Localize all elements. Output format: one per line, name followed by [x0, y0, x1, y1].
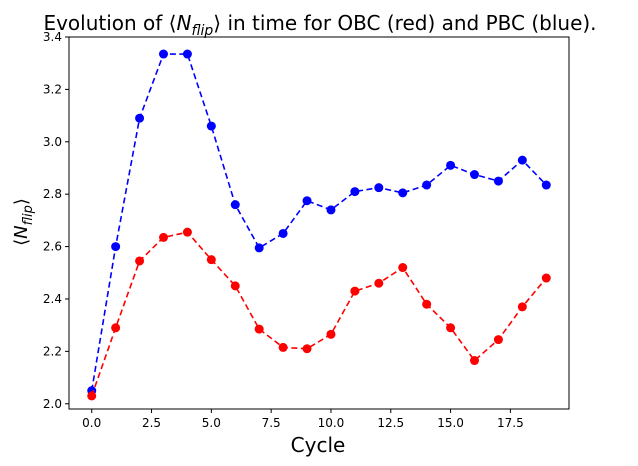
plot-area	[87, 49, 551, 401]
data-point	[326, 329, 336, 339]
data-point	[470, 170, 480, 180]
data-point	[254, 324, 264, 334]
y-tick-label: 3.4	[43, 30, 62, 44]
y-tick-label: 2.8	[43, 187, 62, 201]
data-point	[398, 188, 408, 198]
data-point	[398, 263, 408, 273]
data-point	[158, 49, 168, 59]
data-point	[302, 344, 312, 354]
x-tick-label: 15.0	[437, 416, 464, 430]
data-point	[350, 286, 360, 296]
data-point	[350, 187, 360, 197]
data-point	[374, 278, 384, 288]
ylabel-subscript: flip	[21, 205, 36, 225]
title-prefix: Evolution of ⟨	[43, 11, 176, 35]
series-line	[90, 231, 547, 397]
x-tick-label: 17.5	[497, 416, 524, 430]
title-suffix: ⟩ in time for OBC (red) and PBC (blue).	[213, 11, 596, 35]
ylabel-n: N	[11, 225, 32, 238]
y-tick-label: 2.6	[43, 240, 62, 254]
data-point	[278, 228, 288, 238]
data-point	[493, 176, 503, 186]
data-point	[135, 113, 145, 123]
x-axis-ticks: 0.0 2.5 5.0 7.5 10.0 12.5 15.0 17.5	[82, 409, 524, 430]
data-point	[374, 183, 384, 193]
ylabel-close: ⟩	[11, 198, 32, 205]
data-point	[182, 49, 192, 59]
data-point	[278, 342, 288, 352]
data-point	[135, 256, 145, 266]
x-axis-label: Cycle	[291, 433, 346, 457]
data-point	[158, 232, 168, 242]
axes-frame	[68, 36, 570, 410]
data-point	[446, 323, 456, 333]
data-point	[182, 227, 192, 237]
data-point	[446, 160, 456, 170]
y-tick-label: 3.0	[43, 135, 62, 149]
data-point	[541, 180, 551, 190]
y-tick-label: 2.2	[43, 344, 62, 358]
y-tick-label: 2.0	[43, 397, 62, 411]
data-point	[493, 335, 503, 345]
data-point	[422, 180, 432, 190]
data-point	[230, 200, 240, 210]
x-tick-label: 5.0	[202, 416, 221, 430]
x-tick-label: 7.5	[262, 416, 281, 430]
data-point	[302, 196, 312, 206]
data-point	[87, 391, 97, 401]
x-tick-label: 0.0	[82, 416, 101, 430]
y-axis-label: ⟨Nflip⟩	[11, 198, 36, 246]
ylabel-open: ⟨	[11, 239, 32, 246]
data-point	[206, 255, 216, 265]
x-tick-label: 10.0	[318, 416, 345, 430]
data-point	[422, 299, 432, 309]
data-point	[470, 356, 480, 366]
chart-title: Evolution of ⟨Nflip⟩ in time for OBC (re…	[43, 11, 596, 39]
data-point	[254, 243, 264, 253]
y-tick-label: 2.4	[43, 292, 62, 306]
data-point	[541, 273, 551, 283]
x-tick-label: 12.5	[377, 416, 404, 430]
data-point	[111, 242, 121, 252]
series-line	[90, 53, 547, 391]
title-n: N	[176, 11, 191, 35]
data-point	[517, 155, 527, 165]
y-axis-ticks: 2.0 2.2 2.4 2.6 2.8 3.0 3.2 3.4	[43, 30, 69, 411]
x-tick-label: 2.5	[142, 416, 161, 430]
data-point	[206, 121, 216, 131]
data-point	[230, 281, 240, 291]
data-point	[517, 302, 527, 312]
title-subscript: flip	[191, 23, 213, 39]
y-tick-label: 3.2	[43, 82, 62, 96]
data-point	[111, 323, 121, 333]
data-point	[326, 205, 336, 215]
